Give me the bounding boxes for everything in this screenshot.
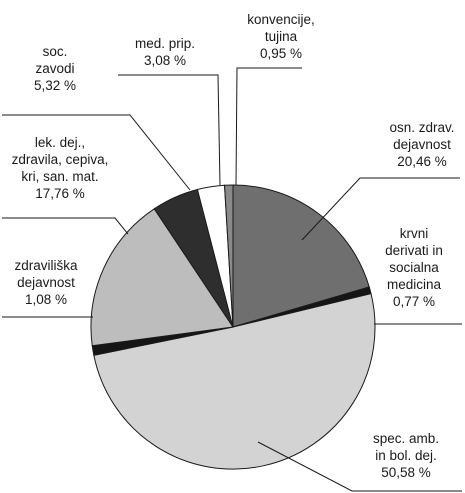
slice-label: soc. zavodi 5,32 %: [34, 44, 76, 93]
leader-line: [2, 217, 129, 235]
slice-name-line: lek. dej.,: [35, 135, 85, 150]
slice-value-label: 0,95 %: [260, 46, 302, 61]
slice-name-line: derivati in: [385, 243, 443, 258]
slice-name-line: soc.: [43, 44, 68, 59]
slice-label: lek. dej., zdravila, cepiva, kri, san. mat…: [12, 135, 109, 201]
slice-label: zdraviliška dejavnost 1,08 %: [14, 258, 78, 307]
slice-name-line: medicina: [387, 277, 442, 292]
slice-name-line: socialna: [389, 260, 439, 275]
leader-line: [235, 67, 302, 186]
slice-name-line: konvencije,: [247, 12, 315, 27]
slice-label: krvni derivati in socialna medicina 0,77 %: [385, 226, 443, 309]
slice-name-line: tujina: [265, 29, 298, 44]
slice-label: osn. zdrav. dejavnost 20,46 %: [389, 120, 454, 169]
leader-line: [2, 114, 191, 191]
leader-line: [301, 177, 460, 241]
slice-labels: osn. zdrav. dejavnost 20,46 % krvni derivati…: [12, 12, 455, 480]
slice-value-label: 20,46 %: [397, 154, 447, 169]
slice-name-line: spec. amb.: [373, 431, 439, 446]
slice-label: spec. amb. in bol. dej. 50,58 %: [373, 431, 439, 480]
slice-name-line: dejavnost: [393, 137, 451, 152]
slice-value-label: 5,32 %: [34, 78, 76, 93]
leader-lines: [2, 67, 462, 492]
pie-slice: [232, 184, 370, 328]
slice-label: konvencije, tujina 0,95 %: [247, 12, 315, 61]
slice-name-line: dejavnost: [17, 275, 75, 290]
slice-name-line: zdraviliška: [14, 258, 78, 273]
slice-value-label: 50,58 %: [381, 465, 431, 480]
slice-name-line: kri, san. mat.: [21, 169, 98, 184]
slice-name-line: osn. zdrav.: [389, 120, 454, 135]
slice-value-label: 17,76 %: [35, 186, 85, 201]
slice-name-line: zdravila, cepiva,: [12, 152, 109, 167]
slice-name-line: med. prip.: [135, 36, 195, 51]
pie-slices: [90, 184, 376, 470]
slice-name-line: krvni: [400, 226, 429, 241]
slice-value-label: 0,77 %: [393, 294, 435, 309]
pie-slice: [93, 293, 376, 470]
leader-line: [118, 74, 221, 186]
slice-label: med. prip. 3,08 %: [135, 36, 195, 68]
leader-line: [257, 441, 462, 492]
slice-name-line: in bol. dej.: [375, 448, 437, 463]
pie-slice: [90, 208, 234, 347]
slice-value-label: 1,08 %: [25, 292, 67, 307]
slice-name-line: zavodi: [35, 61, 74, 76]
pie-slice: [224, 184, 234, 328]
slice-value-label: 3,08 %: [144, 53, 186, 68]
